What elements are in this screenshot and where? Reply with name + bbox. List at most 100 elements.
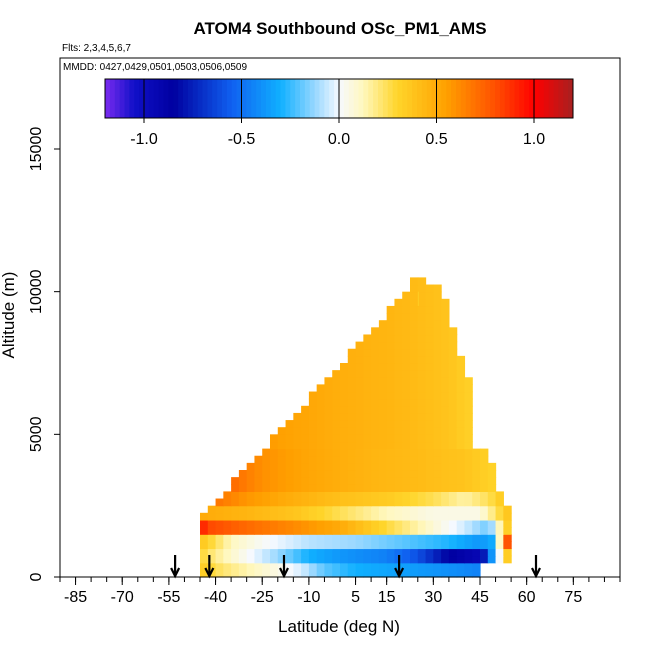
heatmap-cell: [425, 384, 434, 393]
heatmap-cell: [316, 519, 326, 528]
heatmap-cell: [332, 377, 341, 385]
heatmap-cell: [308, 477, 318, 485]
heatmap-cell: [285, 519, 294, 528]
heatmap-cell: [262, 569, 271, 578]
x-tick-label: 5: [351, 589, 360, 606]
heatmap-cell: [441, 491, 450, 500]
heatmap-cell: [433, 498, 442, 507]
heatmap-cell: [254, 555, 263, 564]
heatmap-cell: [464, 412, 473, 421]
heatmap-cell: [200, 541, 209, 550]
heatmap-cell: [301, 455, 310, 464]
heatmap-cell: [425, 527, 434, 535]
heatmap-cell: [308, 519, 318, 528]
heatmap-cell: [425, 320, 434, 328]
heatmap-cell: [410, 370, 419, 378]
heatmap-cell: [441, 498, 450, 507]
heatmap-cell: [464, 455, 473, 464]
heatmap-cell: [487, 491, 497, 500]
colorbar-segment: [319, 79, 325, 118]
heatmap-cell: [433, 305, 442, 314]
heatmap-cell: [293, 477, 302, 485]
heatmap-cell: [285, 534, 294, 542]
heatmap-cell: [301, 519, 310, 528]
heatmap-cell: [386, 391, 396, 400]
heatmap-cell: [301, 434, 310, 443]
heatmap-cell: [363, 441, 372, 450]
heatmap-cell: [487, 470, 497, 478]
heatmap-cell: [464, 420, 473, 428]
heatmap-cell: [308, 548, 318, 557]
heatmap-cell: [394, 405, 403, 414]
heatmap-cell: [347, 477, 357, 485]
heatmap-cell: [207, 534, 217, 542]
heatmap-cell: [215, 569, 224, 578]
heatmap-cell: [355, 412, 364, 421]
y-tick-label: 5000: [28, 416, 45, 452]
heatmap-cell: [223, 527, 232, 535]
heatmap-cell: [340, 562, 349, 571]
heatmap-cell: [363, 491, 372, 500]
heatmap-cell: [347, 363, 357, 371]
heatmap-cell: [293, 505, 302, 514]
heatmap-cell: [378, 498, 388, 507]
heatmap-cell: [378, 434, 388, 443]
heatmap-cell: [355, 498, 364, 507]
heatmap-cell: [363, 363, 372, 371]
heatmap-cell: [495, 534, 504, 542]
heatmap-cell: [394, 377, 403, 385]
heatmap-cell: [417, 412, 427, 421]
heatmap-cell: [394, 320, 403, 328]
heatmap-cell: [378, 441, 388, 450]
heatmap-cell: [441, 377, 450, 385]
heatmap-cell: [441, 548, 450, 557]
heatmap-cell: [371, 534, 380, 542]
heatmap-cell: [223, 491, 232, 500]
heatmap-cell: [433, 391, 442, 400]
heatmap-cell: [363, 341, 372, 350]
heatmap-cell: [448, 562, 458, 571]
heatmap-cell: [456, 519, 466, 528]
heatmap-cell: [503, 505, 512, 514]
heatmap-cell: [472, 527, 481, 535]
heatmap-cell: [441, 455, 450, 464]
heatmap-cell: [347, 562, 357, 571]
heatmap-cell: [324, 377, 333, 385]
heatmap-cell: [410, 562, 419, 571]
profile-arrow-head: [204, 567, 215, 579]
heatmap-cell: [433, 534, 442, 542]
heatmap-cell: [293, 448, 302, 457]
heatmap-cell: [410, 384, 419, 393]
heatmap-cell: [371, 434, 380, 443]
heatmap-cell: [332, 569, 341, 578]
heatmap-cell: [277, 562, 287, 571]
heatmap-cell: [371, 491, 380, 500]
heatmap-cell: [332, 484, 341, 492]
heatmap-cell: [410, 484, 419, 492]
heatmap-cell: [316, 448, 326, 457]
heatmap-cell: [324, 455, 333, 464]
heatmap-cell: [340, 441, 349, 450]
heatmap-cell: [402, 327, 411, 336]
heatmap-cell: [386, 341, 396, 350]
heatmap-cell: [324, 569, 333, 578]
heatmap-cell: [347, 391, 357, 400]
heatmap-cell: [402, 291, 411, 300]
heatmap-cell: [378, 555, 388, 564]
heatmap-cell: [464, 377, 473, 385]
heatmap-cell: [495, 491, 504, 500]
heatmap-cell: [316, 527, 326, 535]
heatmap-cell: [402, 305, 411, 314]
heatmap-cell: [285, 541, 294, 550]
heatmap-cell: [456, 498, 466, 507]
colorbar-segment: [514, 79, 520, 118]
colorbar-segment: [451, 79, 457, 118]
colorbar-segment: [192, 79, 199, 118]
heatmap-cell: [363, 555, 372, 564]
heatmap-cell: [448, 377, 458, 385]
heatmap-cell: [363, 412, 372, 421]
heatmap-cell: [472, 534, 481, 542]
heatmap-cell: [355, 355, 364, 364]
heatmap-cell: [378, 363, 388, 371]
heatmap-cell: [324, 548, 333, 557]
